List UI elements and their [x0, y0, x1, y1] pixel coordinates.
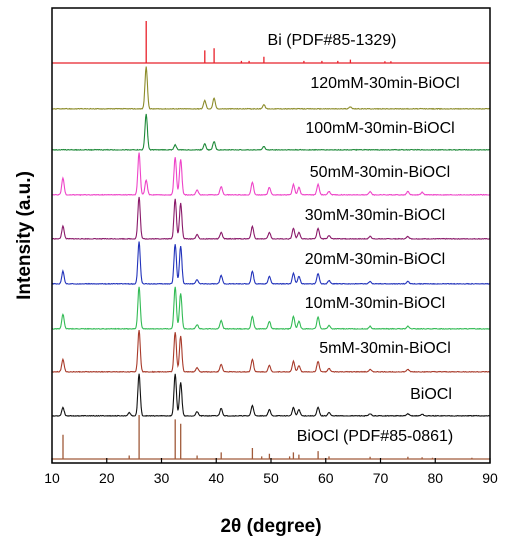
x-ticks-layer: 10 20 30 40 50 60 70 80 90	[44, 458, 498, 486]
y-axis-title: Intensity (a.u.)	[14, 171, 35, 300]
x-tick-label: 50	[263, 470, 279, 486]
series-trace	[51, 113, 491, 152]
series-label: Bi (PDF#85-1329)	[268, 32, 397, 49]
x-axis-title: 2θ (degree)	[220, 516, 321, 537]
series-trace	[51, 373, 491, 417]
x-tick-label: 80	[427, 470, 443, 486]
x-tick-label: 10	[44, 470, 60, 486]
x-tick-label: 60	[318, 470, 334, 486]
series-label: BiOCl (PDF#85-0861)	[297, 428, 454, 445]
x-tick-label: 20	[99, 470, 115, 486]
x-tick-label: 40	[208, 470, 224, 486]
series-trace	[52, 21, 490, 64]
series-trace	[51, 286, 491, 330]
x-tick-label: 90	[482, 470, 498, 486]
series-label: 20mM-30min-BiOCl	[305, 251, 445, 268]
x-tick-label: 30	[154, 470, 170, 486]
series-label: 5mM-30min-BiOCl	[319, 340, 451, 357]
series-label: BiOCl	[410, 386, 452, 403]
series-trace	[51, 66, 491, 110]
series-label: 120mM-30min-BiOCl	[310, 75, 459, 92]
series-label: 50mM-30min-BiOCl	[310, 164, 450, 181]
series-trace	[51, 196, 491, 240]
series-labels-layer: Bi (PDF#85-1329) 120mM-30min-BiOCl 100mM-3…	[268, 32, 460, 445]
series-trace	[52, 152, 491, 196]
x-tick-label: 70	[373, 470, 389, 486]
series-label: 100mM-30min-BiOCl	[305, 120, 454, 137]
series-label: 30mM-30min-BiOCl	[305, 207, 445, 224]
series-trace	[52, 330, 491, 373]
series-label: 10mM-30min-BiOCl	[305, 295, 445, 312]
series-trace	[51, 241, 490, 285]
